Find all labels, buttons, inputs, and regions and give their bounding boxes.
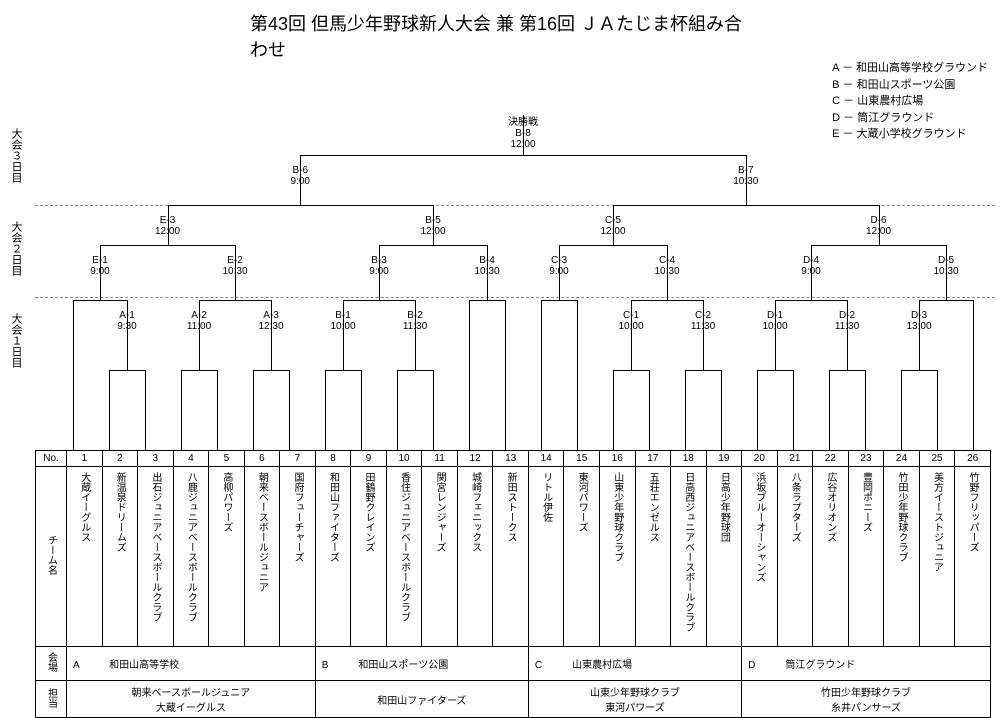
sf-B-6: B-69:00 (280, 165, 320, 187)
team-6: 朝来ベースボールジュニア (254, 469, 269, 595)
r2-B-4: B-410:30 (467, 255, 507, 277)
team-26: 竹野フリッパーズ (965, 469, 980, 555)
team-table: No.1234567891011121314151617181920212223… (35, 450, 991, 718)
r2-E-1: E-19:00 (80, 255, 120, 277)
team-14: リトル伊佐 (539, 469, 554, 525)
venue-D: D 筒江グラウンド (742, 647, 991, 681)
team-23: 豊岡ポニーズ (858, 469, 873, 535)
team-21: 八条ラプターズ (787, 469, 802, 545)
team-19: 日高少年野球団 (716, 469, 731, 545)
team-3: 出石ジュニアベースボールクラブ (148, 469, 163, 625)
team-1: 大蔵イーグルス (77, 469, 92, 545)
r1-A-2: A-211:00 (179, 310, 219, 332)
team-20: 浜坂ブルーオーシャンズ (752, 469, 767, 585)
org-1: 和田山ファイターズ (315, 681, 528, 718)
team-4: 八鹿ジュニアベースボールクラブ (183, 469, 198, 625)
venue-B: B 和田山スポーツ公園 (315, 647, 528, 681)
final: 決勝戦B-812:00 (498, 113, 548, 150)
qf-C-5: C-512:00 (593, 215, 633, 237)
r1-D-1: D-110:00 (755, 310, 795, 332)
qf-B-5: B-512:00 (413, 215, 453, 237)
team-16: 山東少年野球クラブ (610, 469, 625, 565)
r2-C-4: C-410:30 (647, 255, 687, 277)
org-3: 竹田少年野球クラブ糸井パンサーズ (742, 681, 991, 718)
r1-A-3: A-312:30 (251, 310, 291, 332)
r1-C-2: C-211:30 (683, 310, 723, 332)
team-13: 新田ストークス (503, 469, 518, 545)
r1-C-1: C-110:00 (611, 310, 651, 332)
qf-D-6: D-612:00 (859, 215, 899, 237)
org-2: 山東少年野球クラブ東河パワーズ (528, 681, 741, 718)
r1-D-3: D-313:00 (899, 310, 939, 332)
team-24: 竹田少年野球クラブ (894, 469, 909, 565)
venue-C: C 山東農村広場 (528, 647, 741, 681)
team-9: 田鶴野クレインズ (361, 469, 376, 555)
team-10: 香住ジュニアベースボールクラブ (397, 469, 412, 625)
r1-D-2: D-211:30 (827, 310, 867, 332)
page-title: 第43回 但馬少年野球新人大会 兼 第16回 ＪＡたじま杯組み合わせ (250, 10, 750, 62)
team-5: 高柳パワーズ (219, 469, 234, 535)
r2-C-3: C-39:00 (539, 255, 579, 277)
r1-A-1: A-19:30 (107, 310, 147, 332)
sf-B-7: B-710:30 (726, 165, 766, 187)
team-15: 東河パワーズ (574, 469, 589, 535)
side-label-day2: 大会２日目 (8, 218, 24, 278)
org-0: 朝来ベースボールジュニア大蔵イーグルス (67, 681, 316, 718)
r1-B-1: B-110:00 (323, 310, 363, 332)
r2-E-2: E-210:30 (215, 255, 255, 277)
r2-D-4: D-49:00 (791, 255, 831, 277)
team-12: 城崎フェニックス (468, 469, 483, 555)
side-label-day1: 大会１日目 (8, 310, 24, 370)
team-7: 国府フューチャーズ (290, 469, 305, 565)
team-18: 日高西ジュニアベースボールクラブ (681, 469, 696, 635)
r1-B-2: B-211:30 (395, 310, 435, 332)
team-8: 和田山ファイターズ (325, 469, 340, 565)
r2-D-5: D-510:30 (926, 255, 966, 277)
venue-A: A 和田山高等学校 (67, 647, 316, 681)
venue-legend: A － 和田山高等学校グラウンドB － 和田山スポーツ公園C － 山東農村広場D… (832, 60, 988, 143)
r2-B-3: B-39:00 (359, 255, 399, 277)
team-22: 広谷オリオンズ (823, 469, 838, 545)
team-17: 五荘エンゼルス (645, 469, 660, 545)
qf-E-3: E-312:00 (148, 215, 188, 237)
side-label-day3: 大会３日目 (8, 120, 24, 190)
team-2: 新温泉ドリームズ (112, 469, 127, 555)
team-25: 美方イーストジュニア (930, 469, 945, 575)
team-11: 関宮レンジャーズ (432, 469, 447, 555)
